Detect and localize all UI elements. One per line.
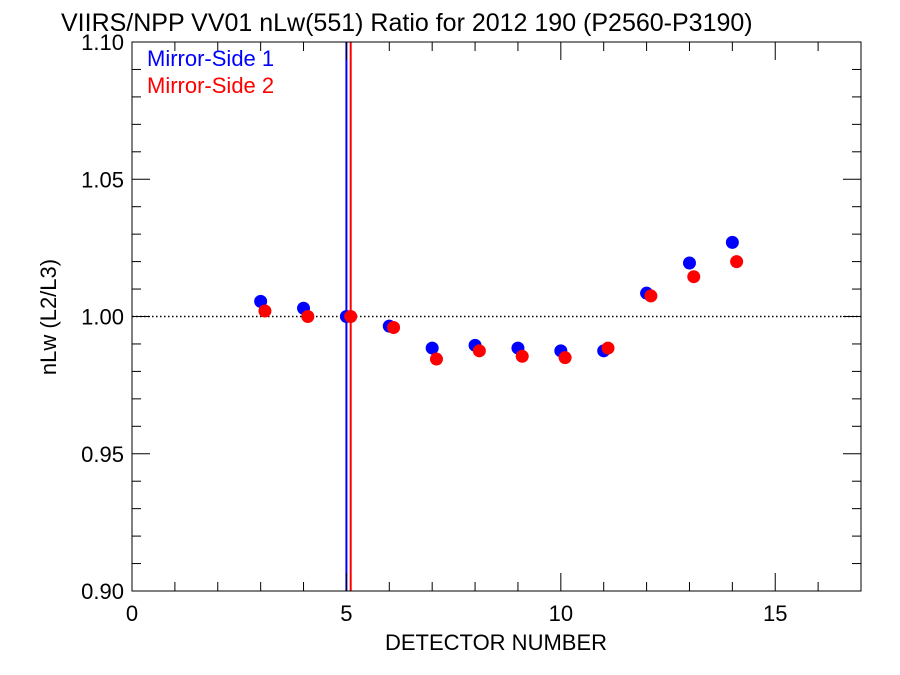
y-tick-label: 0.90 [81,579,124,604]
data-point [730,255,744,269]
legend-entry: Mirror-Side 1 [147,46,274,71]
legend-entry: Mirror-Side 2 [147,73,274,98]
plot-area [132,42,861,591]
data-point [558,351,572,365]
data-point [515,349,529,363]
chart-title: VIIRS/NPP VV01 nLw(551) Ratio for 2012 1… [61,9,753,37]
y-tick-label: 0.95 [81,442,124,467]
data-point [687,270,701,284]
x-axis-label: DETECTOR NUMBER [385,630,607,655]
data-point [425,341,439,355]
data-point [301,310,315,323]
x-tick-label: 5 [340,601,352,626]
data-point [387,320,401,334]
x-tick-label: 10 [549,601,573,626]
x-tick-label: 0 [126,601,138,626]
data-point [601,341,615,355]
data-point [429,352,443,366]
data-point [725,235,739,249]
y-axis-label: nLw (L2/L3) [36,259,61,375]
data-point [644,289,658,303]
x-tick-label: 15 [763,601,787,626]
y-tick-label: 1.00 [81,305,124,330]
axes: 0 5 10 15 0.90 0.95 1.00 1.05 1.10 [81,30,862,626]
y-tick-label: 1.05 [81,167,124,192]
data-point [472,344,486,358]
y-tick-label: 1.10 [81,30,124,55]
data-point [258,304,272,318]
data-point [344,310,358,323]
data-point [682,256,696,270]
